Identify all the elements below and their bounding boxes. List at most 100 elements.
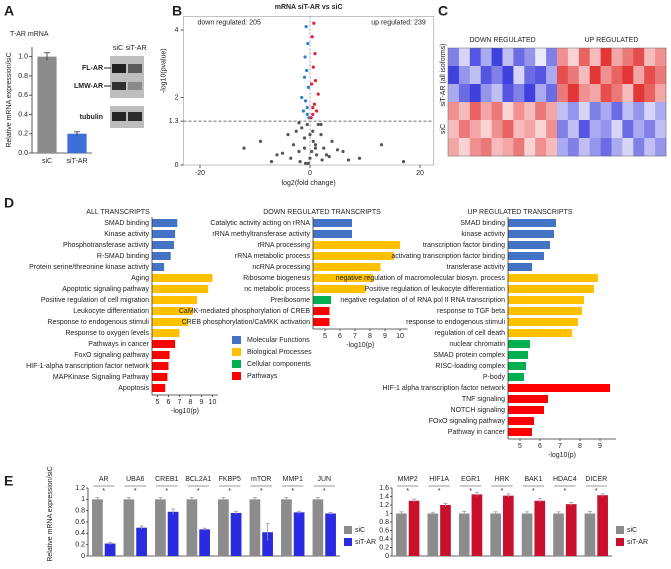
point xyxy=(306,41,310,46)
bar xyxy=(565,504,577,556)
point xyxy=(311,129,315,133)
heatmap-cell xyxy=(480,120,492,139)
heatmap-cell xyxy=(502,48,514,67)
x-tick-label: 10 xyxy=(209,399,217,406)
heatmap-cell xyxy=(611,66,623,85)
category-label: TNF signaling xyxy=(462,396,505,403)
bar xyxy=(136,527,147,556)
bar xyxy=(508,230,554,238)
x-axis-label: -log10(p) xyxy=(548,452,576,459)
bar xyxy=(152,318,189,326)
heatmap-cell xyxy=(611,102,623,121)
heatmap-cell xyxy=(622,102,634,121)
bar xyxy=(167,511,179,556)
y-tick-label: 0.2 xyxy=(75,542,85,549)
y-tick-label: 0 xyxy=(385,553,389,560)
point xyxy=(401,160,406,164)
x-tick-label: 5 xyxy=(156,399,160,406)
category-label: FoxO signaling pathway xyxy=(74,352,149,359)
bar xyxy=(104,543,116,556)
x-tick-label: 6 xyxy=(338,333,342,340)
heatmap-cell xyxy=(480,66,492,85)
heatmap-cell xyxy=(491,120,503,139)
category-label: Ribosome biogenesis xyxy=(243,275,310,282)
category-label: Catalytic activity acting on rRNA xyxy=(210,220,310,227)
heatmap-cell xyxy=(448,66,460,85)
bar xyxy=(152,307,193,315)
category-label: Positive regulation of leukocyte differe… xyxy=(365,286,505,293)
heatmap-cell xyxy=(535,66,547,85)
category-label: transcription factor binding xyxy=(423,242,505,249)
row-label: siT-AR (all isoforms) xyxy=(440,43,447,106)
bar xyxy=(293,512,305,556)
row-label: siC xyxy=(440,124,447,134)
y-tick-label: 1.2 xyxy=(75,485,85,492)
category-label: Pathways in cancer xyxy=(88,341,149,348)
point xyxy=(298,160,302,164)
bar xyxy=(152,274,213,282)
point xyxy=(286,133,290,137)
x-tick-label: siT-AR xyxy=(67,158,88,165)
category-label: rRNA metabolic process xyxy=(235,253,311,260)
point xyxy=(327,154,331,159)
bar xyxy=(471,494,483,556)
y-tick-label: 0.8 xyxy=(18,73,28,80)
bar xyxy=(313,230,352,238)
category-label: mTOR xyxy=(251,476,271,483)
bar xyxy=(312,499,324,556)
heatmap-cell xyxy=(600,120,612,139)
significance-mark: * xyxy=(595,488,598,495)
y-tick-label: 0.2 xyxy=(18,131,28,138)
x-axis-label: -log10(p) xyxy=(171,408,199,415)
annotation: up regulated: 239 xyxy=(371,19,426,26)
bar xyxy=(458,513,470,556)
blot-band xyxy=(112,82,126,90)
point xyxy=(379,143,384,147)
category-label: Pathway in cancer xyxy=(448,429,506,436)
category-label: rRNA methyltransferase activity xyxy=(212,231,310,238)
category-label: kinase activity xyxy=(461,231,505,238)
point xyxy=(313,143,318,147)
category-label: rRNA processing xyxy=(257,242,310,249)
x-axis-label: log2(fold change) xyxy=(282,180,336,187)
point xyxy=(269,160,274,164)
significance-mark: * xyxy=(323,488,326,495)
category-label: Phosphotransferase activity xyxy=(63,242,149,249)
category-label: Leukocyte differentiation xyxy=(73,308,149,315)
x-tick-label: 8 xyxy=(189,399,193,406)
heatmap-cell xyxy=(480,102,492,121)
bar xyxy=(152,362,169,370)
heatmap-cell xyxy=(567,66,580,85)
annotation: down regulated: 205 xyxy=(198,19,262,26)
band-label: FL-AR xyxy=(82,65,103,72)
point xyxy=(309,116,313,120)
heatmap-cell xyxy=(655,120,667,139)
point xyxy=(315,109,319,113)
point xyxy=(322,146,326,150)
legend-label: Molecular Functions xyxy=(247,337,310,344)
y-axis-label: -log10(pvalue) xyxy=(160,48,167,93)
heatmap-cell xyxy=(644,66,656,85)
y-tick-label: 1.6 xyxy=(379,485,389,492)
heatmap-cell xyxy=(469,102,481,121)
point xyxy=(335,148,340,152)
significance-mark: * xyxy=(532,488,535,495)
heatmap-cell xyxy=(622,84,634,103)
bar xyxy=(508,274,598,282)
blot-band xyxy=(128,82,142,90)
panel-label: C xyxy=(438,3,448,19)
category-label: Aging xyxy=(131,275,149,282)
heatmap-cell xyxy=(448,84,460,103)
bar xyxy=(186,499,198,556)
point xyxy=(289,156,293,160)
x-tick-label: -20 xyxy=(195,170,205,177)
bar xyxy=(508,241,550,249)
category-label: Protein serine/threonine kinase activity xyxy=(29,264,149,271)
legend-label: Biological Processes xyxy=(247,349,312,356)
heatmap-cell xyxy=(567,84,580,103)
point xyxy=(311,139,315,143)
heatmap-cell xyxy=(546,138,558,157)
heatmap-cell xyxy=(524,102,536,121)
point xyxy=(302,146,307,150)
